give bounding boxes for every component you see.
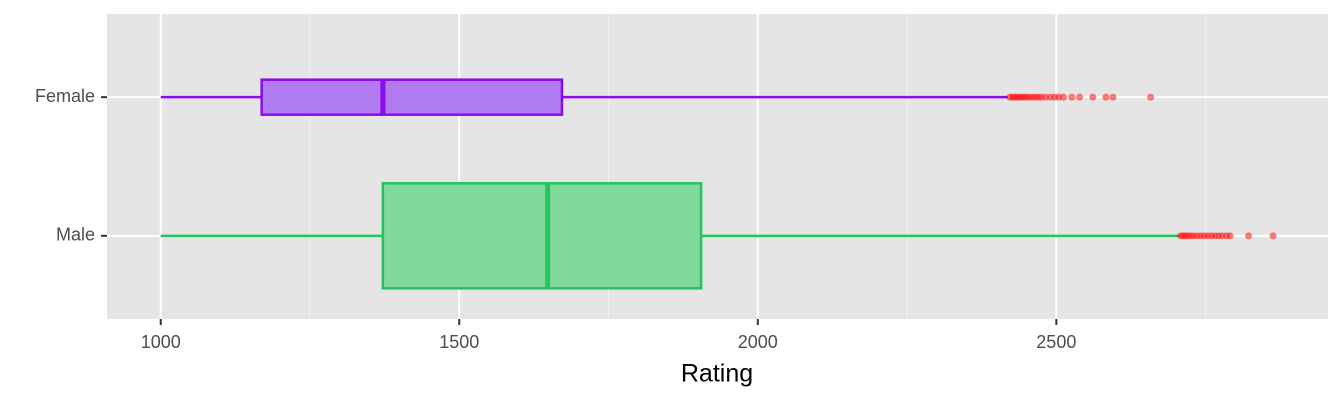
x-tick-label: 2500: [1036, 332, 1076, 352]
x-tick-label: 2000: [738, 332, 778, 352]
box: [260, 78, 564, 116]
y-tick-label: Male: [56, 225, 95, 245]
outlier: [1068, 93, 1076, 101]
outlier: [1102, 93, 1110, 101]
outlier: [1269, 232, 1277, 240]
outlier: [1245, 232, 1253, 240]
outlier: [1226, 232, 1234, 240]
outlier: [1109, 93, 1117, 101]
y-tick-label: Female: [35, 86, 95, 106]
outlier: [1059, 93, 1067, 101]
x-tick-label: 1500: [439, 332, 479, 352]
outlier: [1076, 93, 1084, 101]
x-axis-title: Rating: [681, 360, 753, 388]
outlier: [1089, 93, 1097, 101]
x-tick-label: 1000: [141, 332, 181, 352]
plot-panel: [107, 14, 1328, 319]
box: [381, 182, 703, 290]
outlier: [1147, 93, 1155, 101]
